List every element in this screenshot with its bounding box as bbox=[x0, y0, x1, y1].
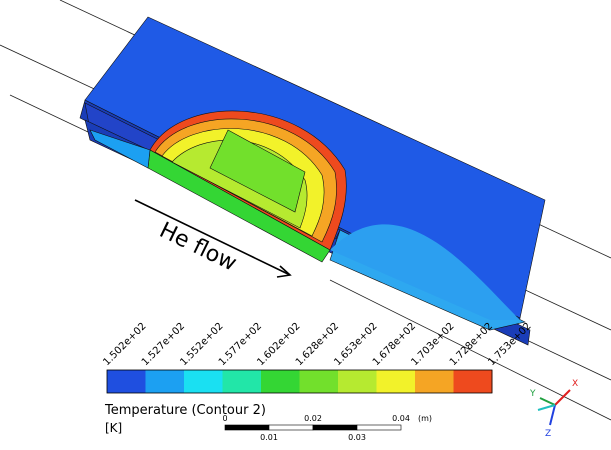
screenshot: He flow Temperature (Contour 2) [K] 1.50… bbox=[0, 0, 611, 446]
model bbox=[80, 17, 545, 345]
colorbar-swatch bbox=[146, 370, 185, 393]
scale-unit: (m) bbox=[418, 414, 432, 423]
scale-label: 0.03 bbox=[348, 433, 366, 442]
axis-label: Y bbox=[529, 389, 536, 399]
axis-label: Z bbox=[545, 429, 551, 439]
colorbar-swatch bbox=[415, 370, 454, 393]
colorbar: 1.502e+021.527e+021.552e+021.577e+021.60… bbox=[101, 321, 533, 393]
colorbar-swatch bbox=[454, 370, 493, 393]
axis-triad bbox=[538, 390, 570, 425]
scale-label: 0 bbox=[222, 414, 227, 423]
colorbar-swatch bbox=[300, 370, 339, 393]
colorbar-swatch bbox=[338, 370, 377, 393]
scale-label: 0.01 bbox=[260, 433, 278, 442]
colorbar-swatch bbox=[223, 370, 262, 393]
colorbar-swatch bbox=[377, 370, 416, 393]
annotation: He flow bbox=[155, 218, 240, 277]
colorbar-swatch bbox=[261, 370, 300, 393]
axis-label: X bbox=[572, 379, 578, 389]
scale-label: 0.02 bbox=[304, 414, 322, 423]
scale-label: 0.04 bbox=[392, 414, 410, 423]
colorbar-title: Temperature (Contour 2) bbox=[104, 403, 266, 418]
colorbar-swatch bbox=[107, 370, 146, 393]
colorbar-unit: [K] bbox=[105, 421, 122, 435]
scale-bar bbox=[225, 425, 401, 430]
colorbar-swatch bbox=[184, 370, 223, 393]
